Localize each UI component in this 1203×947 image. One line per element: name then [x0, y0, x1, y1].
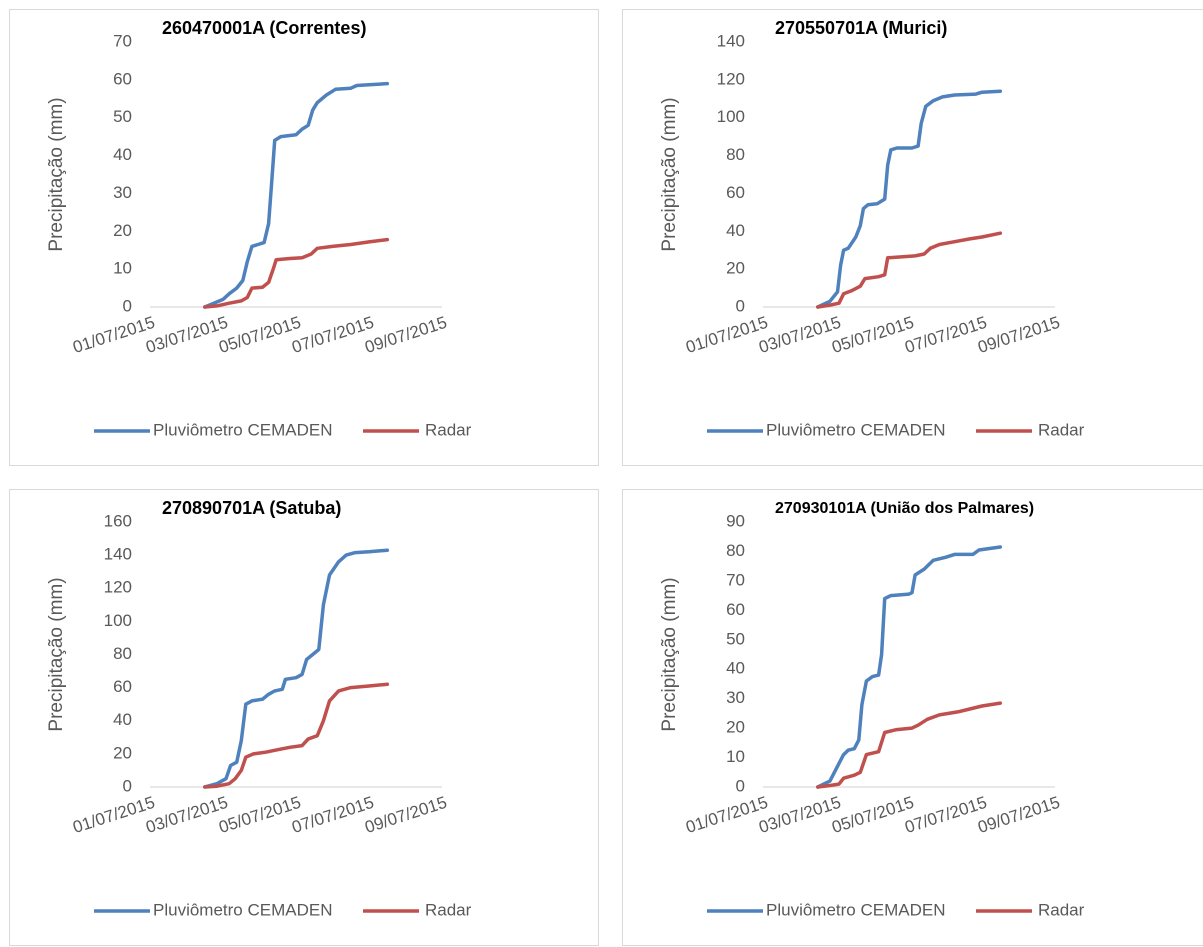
y-tick-label: 40: [726, 659, 745, 678]
y-tick-label: 20: [113, 221, 132, 240]
y-tick-label: 0: [736, 296, 745, 315]
y-axis-label: Precipitação (mm): [46, 577, 67, 731]
y-tick-label: 20: [113, 743, 132, 762]
y-tick-label: 100: [717, 107, 745, 126]
x-tick-label: 01/07/2015: [683, 793, 770, 837]
legend-label-pluviometro: Pluviômetro CEMADEN: [153, 900, 333, 919]
series-line-radar: [816, 231, 1003, 309]
y-tick-label: 120: [717, 69, 745, 88]
y-tick-label: 60: [726, 183, 745, 202]
chart-svg-murici: 270550701A (Murici) Precipitação (mm) 0 20 4…: [659, 18, 1085, 440]
x-tick-label: 09/07/2015: [975, 313, 1062, 357]
y-tick-label: 10: [113, 259, 132, 278]
series-line-radar: [816, 701, 1003, 789]
y-tick-label: 80: [726, 541, 745, 560]
y-tick-label: 90: [726, 511, 745, 530]
y-axis-label: Precipitação (mm): [46, 97, 67, 251]
chart-svg-correntes: 260470001A (Correntes) Precipitação (mm) 0…: [46, 18, 472, 440]
y-tick-label: 70: [726, 570, 745, 589]
series-line-pluviometro: [816, 89, 1003, 309]
chart-svg-uniao-dos-palmares: 270930101A (União dos Palmares) Precipita…: [659, 500, 1085, 919]
y-tick-label: 0: [123, 776, 132, 795]
x-tick-label: 07/07/2015: [902, 313, 989, 357]
x-tick-label: 01/07/2015: [683, 313, 770, 357]
x-tick-label: 05/07/2015: [829, 313, 916, 357]
x-tick-label: 01/07/2015: [70, 313, 157, 357]
y-tick-label: 30: [113, 183, 132, 202]
x-tick-label: 09/07/2015: [362, 793, 449, 837]
y-tick-label: 140: [717, 31, 745, 50]
series-line-pluviometro: [203, 548, 390, 789]
x-tick-label: 07/07/2015: [289, 313, 376, 357]
y-tick-label: 60: [113, 69, 132, 88]
y-tick-label: 0: [123, 296, 132, 315]
y-tick-label: 60: [726, 600, 745, 619]
x-tick-label: 07/07/2015: [289, 793, 376, 837]
y-tick-label: 40: [726, 221, 745, 240]
chart-panel-satuba: 270890701A (Satuba) Precipitação (mm) 0 20 4…: [9, 489, 599, 946]
x-tick-label: 05/07/2015: [216, 793, 303, 837]
y-tick-label: 70: [113, 31, 132, 50]
legend-label-radar: Radar: [1038, 420, 1085, 439]
x-tick-label: 03/07/2015: [756, 313, 843, 357]
legend-label-radar: Radar: [1038, 900, 1085, 919]
chart-title: 260470001A (Correntes): [162, 18, 366, 38]
y-axis-label: Precipitação (mm): [659, 577, 680, 731]
legend-label-radar: Radar: [425, 420, 472, 439]
x-tick-label: 09/07/2015: [975, 793, 1062, 837]
y-tick-label: 160: [104, 511, 132, 530]
y-tick-label: 80: [726, 145, 745, 164]
y-tick-label: 30: [726, 688, 745, 707]
legend-label-pluviometro: Pluviômetro CEMADEN: [766, 900, 946, 919]
x-tick-label: 03/07/2015: [756, 793, 843, 837]
y-tick-label: 40: [113, 710, 132, 729]
x-tick-label: 07/07/2015: [902, 793, 989, 837]
series-line-radar: [203, 237, 390, 309]
series-line-pluviometro: [816, 545, 1003, 789]
chart-title: 270550701A (Murici): [775, 18, 947, 38]
legend-label-radar: Radar: [425, 900, 472, 919]
y-tick-label: 120: [104, 578, 132, 597]
x-tick-label: 03/07/2015: [143, 313, 230, 357]
y-tick-label: 20: [726, 259, 745, 278]
y-tick-label: 50: [113, 107, 132, 126]
chart-title: 270890701A (Satuba): [162, 498, 341, 518]
chart-panel-uniao-dos-palmares: 270930101A (União dos Palmares) Precipita…: [622, 489, 1203, 946]
y-tick-label: 80: [113, 644, 132, 663]
y-tick-label: 140: [104, 545, 132, 564]
y-tick-label: 100: [104, 611, 132, 630]
chart-panel-correntes: 260470001A (Correntes) Precipitação (mm) 0…: [9, 9, 599, 466]
y-tick-label: 50: [726, 629, 745, 648]
y-tick-label: 10: [726, 747, 745, 766]
x-tick-label: 05/07/2015: [216, 313, 303, 357]
x-tick-label: 03/07/2015: [143, 793, 230, 837]
series-line-pluviometro: [203, 81, 390, 309]
y-tick-label: 60: [113, 677, 132, 696]
chart-panel-murici: 270550701A (Murici) Precipitação (mm) 0 20 4…: [622, 9, 1203, 466]
series-line-radar: [203, 682, 390, 789]
chart-title: 270930101A (União dos Palmares): [775, 500, 1034, 517]
y-axis-label: Precipitação (mm): [659, 97, 680, 251]
y-tick-label: 20: [726, 718, 745, 737]
x-tick-label: 05/07/2015: [829, 793, 916, 837]
y-tick-label: 40: [113, 145, 132, 164]
x-tick-label: 09/07/2015: [362, 313, 449, 357]
legend-label-pluviometro: Pluviômetro CEMADEN: [766, 420, 946, 439]
y-tick-label: 0: [736, 776, 745, 795]
x-tick-label: 01/07/2015: [70, 793, 157, 837]
legend-label-pluviometro: Pluviômetro CEMADEN: [153, 420, 333, 439]
chart-svg-satuba: 270890701A (Satuba) Precipitação (mm) 0 20 4…: [46, 498, 472, 920]
